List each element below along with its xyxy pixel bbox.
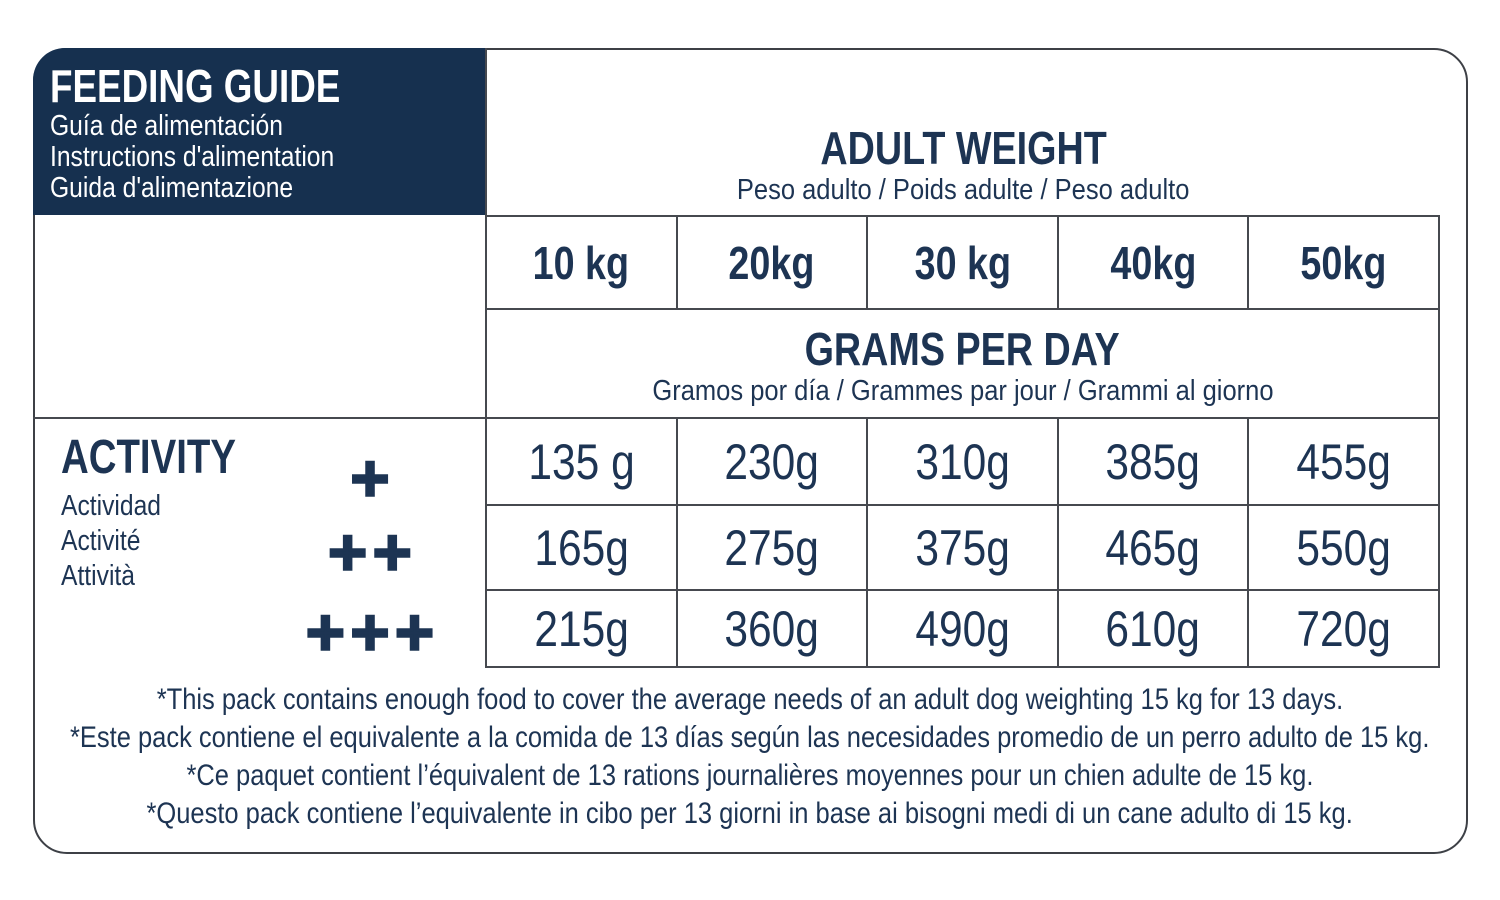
grams-value: 360g (724, 600, 820, 657)
feeding-guide-subtitle-fr: Instructions d'alimentation (50, 141, 335, 173)
grams-cell: 165g (487, 506, 678, 591)
weight-header-cell-20kg: 20kg (678, 217, 869, 308)
grams-value: 550g (1296, 519, 1391, 576)
feeding-guide-header: FEEDING GUIDE Guía de alimentación Instr… (33, 48, 485, 215)
plus-icon: +++ (302, 602, 438, 662)
grams-per-day-title: GRAMS PER DAY (804, 322, 1121, 375)
weight-header-label: 50kg (1300, 236, 1387, 289)
activity-level-1: + (268, 448, 473, 508)
grams-cell: 465g (1058, 506, 1250, 591)
grams-cell: 360g (677, 591, 869, 668)
adult-weight-subtitle: Peso adulto / Poids adulte / Peso adulto (737, 174, 1190, 206)
feeding-guide-subtitle-it: Guida d'alimentazione (50, 172, 294, 204)
outer-frame (33, 48, 1468, 854)
activity-subtitle-es: Actividad (61, 490, 162, 522)
grams-value: 275g (724, 519, 820, 576)
feeding-guide-subtitle-es: Guía de alimentación (50, 110, 283, 142)
grams-cell: 230g (677, 419, 869, 506)
activity-subtitle-it: Attività (61, 560, 135, 592)
grams-value: 375g (915, 519, 1010, 576)
footnotes: *This pack contains enough food to cover… (33, 681, 1467, 833)
grams-cell: 550g (1249, 506, 1440, 591)
grams-value: 310g (915, 433, 1010, 490)
grams-per-day-subtitle: Gramos por día / Grammes par jour / Gram… (651, 374, 1274, 407)
grams-value: 135 g (528, 433, 635, 490)
weight-header-cell-40kg: 40kg (1059, 217, 1250, 308)
activity-level-3: +++ (268, 602, 473, 662)
grams-cell: 310g (868, 419, 1059, 506)
grams-value: 490g (915, 600, 1010, 657)
footnote-text: *Questo pack contiene l’equivalente in c… (146, 797, 1354, 830)
activity-subtitle-fr: Activité (61, 525, 141, 557)
feeding-guide-title: FEEDING GUIDE (50, 60, 341, 112)
grams-cell: 275g (677, 506, 869, 591)
footnote-fr: *Ce paquet contient l’équivalent de 13 r… (33, 757, 1467, 795)
grams-cell: 215g (487, 591, 678, 668)
grams-value: 215g (534, 600, 629, 657)
footnote-it: *Questo pack contiene l’equivalente in c… (33, 795, 1467, 833)
grams-value: 465g (1105, 519, 1201, 576)
grams-cell: 375g (868, 506, 1059, 591)
weight-header-row: 10 kg 20kg 30 kg 40kg 50kg (487, 215, 1440, 310)
activity-level-2: ++ (268, 522, 473, 582)
footnote-es: *Este pack contiene el equivalente a la … (33, 719, 1467, 757)
grams-per-day-band: GRAMS PER DAY Gramos por día / Grammes p… (487, 310, 1440, 417)
plus-icon: + (346, 448, 393, 508)
activity-title: ACTIVITY (61, 431, 236, 484)
weight-header-cell-30kg: 30 kg (868, 217, 1059, 308)
horizontal-divider (33, 417, 1440, 419)
grams-value: 385g (1105, 433, 1201, 490)
grams-value: 720g (1296, 600, 1391, 657)
footnote-text: *This pack contains enough food to cover… (156, 683, 1344, 716)
weight-header-cell-10kg: 10 kg (487, 217, 678, 308)
activity-header: ACTIVITY Actividad Activité Attività + +… (33, 419, 485, 668)
weight-header-cell-50kg: 50kg (1249, 217, 1440, 308)
grams-cell: 720g (1249, 591, 1440, 668)
grams-value: 455g (1296, 433, 1391, 490)
weight-header-label: 20kg (728, 236, 815, 289)
adult-weight-title: ADULT WEIGHT (820, 122, 1107, 174)
weight-header-label: 10 kg (533, 236, 630, 289)
grams-cell: 385g (1058, 419, 1250, 506)
weight-header-label: 30 kg (914, 236, 1011, 289)
grams-value: 230g (724, 433, 820, 490)
footnote-text: *Este pack contiene el equivalente a la … (70, 721, 1430, 754)
grams-value: 610g (1105, 600, 1201, 657)
grams-table: 135 g 230g 310g 385g 455g 165g 275g 375g… (487, 419, 1440, 668)
footnote-text: *Ce paquet contient l’équivalent de 13 r… (186, 759, 1314, 792)
plus-icon: ++ (324, 522, 416, 582)
vertical-divider (485, 48, 487, 668)
adult-weight-header: ADULT WEIGHT Peso adulto / Poids adulte … (487, 48, 1440, 215)
grams-value: 165g (534, 519, 629, 576)
grams-cell: 135 g (487, 419, 678, 506)
weight-header-label: 40kg (1110, 236, 1197, 289)
grams-cell: 455g (1249, 419, 1440, 506)
activity-subtitles: Actividad Activité Attività (61, 489, 179, 594)
grams-cell: 490g (868, 591, 1059, 668)
footnote-en: *This pack contains enough food to cover… (33, 681, 1467, 719)
grams-cell: 610g (1058, 591, 1250, 668)
